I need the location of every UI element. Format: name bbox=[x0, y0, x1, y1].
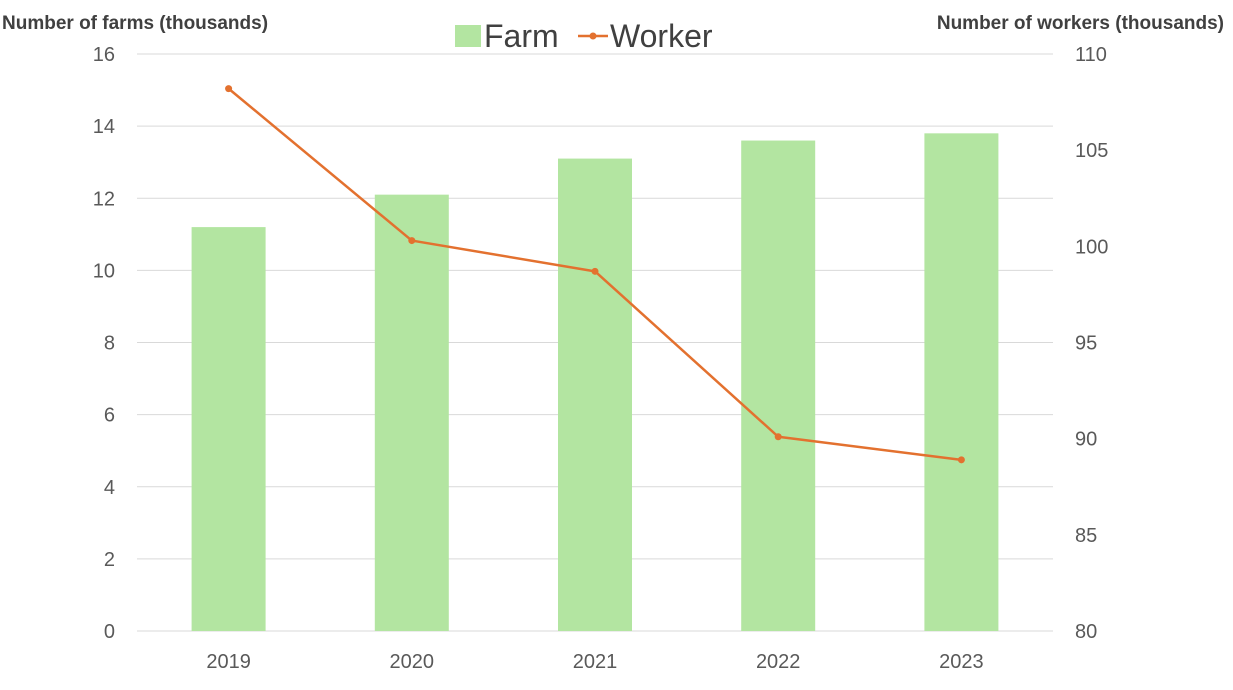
farm-bars bbox=[191, 133, 999, 632]
legend-worker-label: Worker bbox=[610, 18, 713, 54]
left-tick-label: 2 bbox=[104, 549, 115, 571]
point-worker-2023 bbox=[957, 456, 965, 464]
left-tick-label: 16 bbox=[93, 44, 115, 66]
worker-line bbox=[225, 85, 965, 464]
bar-farm-2021 bbox=[558, 158, 632, 632]
right-axis-title: Number of workers (thousands) bbox=[937, 13, 1224, 34]
right-tick-label: 85 bbox=[1075, 525, 1097, 547]
x-tick-label: 2022 bbox=[756, 651, 801, 673]
point-worker-2019 bbox=[225, 85, 233, 93]
left-tick-label: 6 bbox=[104, 405, 115, 427]
right-tick-label: 80 bbox=[1075, 621, 1097, 643]
point-worker-2020 bbox=[408, 237, 416, 245]
left-tick-label: 12 bbox=[93, 188, 115, 210]
right-tick-label: 95 bbox=[1075, 333, 1097, 355]
x-tick-label: 2021 bbox=[573, 651, 618, 673]
legend-worker-marker bbox=[589, 32, 597, 40]
left-tick-label: 0 bbox=[104, 621, 115, 643]
left-tick-label: 8 bbox=[104, 333, 115, 355]
right-tick-label: 110 bbox=[1075, 44, 1107, 66]
legend: Farm Worker bbox=[455, 18, 713, 54]
left-tick-label: 10 bbox=[93, 260, 115, 282]
legend-farm-swatch bbox=[455, 25, 481, 47]
bar-farm-2019 bbox=[191, 227, 266, 631]
bar-farm-2020 bbox=[374, 194, 449, 632]
right-tick-label: 90 bbox=[1075, 429, 1097, 451]
x-axis-ticks: 2019 2020 2021 2022 2023 bbox=[206, 651, 983, 673]
point-worker-2022 bbox=[774, 433, 782, 441]
point-worker-2021 bbox=[591, 267, 599, 275]
x-tick-label: 2020 bbox=[390, 651, 435, 673]
left-tick-label: 4 bbox=[104, 477, 115, 499]
right-axis-ticks: 80 85 90 95 100 105 110 bbox=[1075, 44, 1108, 643]
x-tick-label: 2023 bbox=[939, 651, 984, 673]
bar-farm-2022 bbox=[741, 140, 816, 632]
left-tick-label: 14 bbox=[93, 116, 115, 138]
x-tick-label: 2019 bbox=[206, 651, 251, 673]
legend-farm-label: Farm bbox=[484, 18, 559, 54]
bar-farm-2023 bbox=[924, 133, 999, 631]
right-tick-label: 100 bbox=[1075, 236, 1108, 258]
right-tick-label: 105 bbox=[1075, 140, 1108, 162]
left-axis-title: Number of farms (thousands) bbox=[2, 13, 268, 34]
left-axis-ticks: 0 2 4 6 8 10 12 14 16 bbox=[93, 44, 115, 643]
